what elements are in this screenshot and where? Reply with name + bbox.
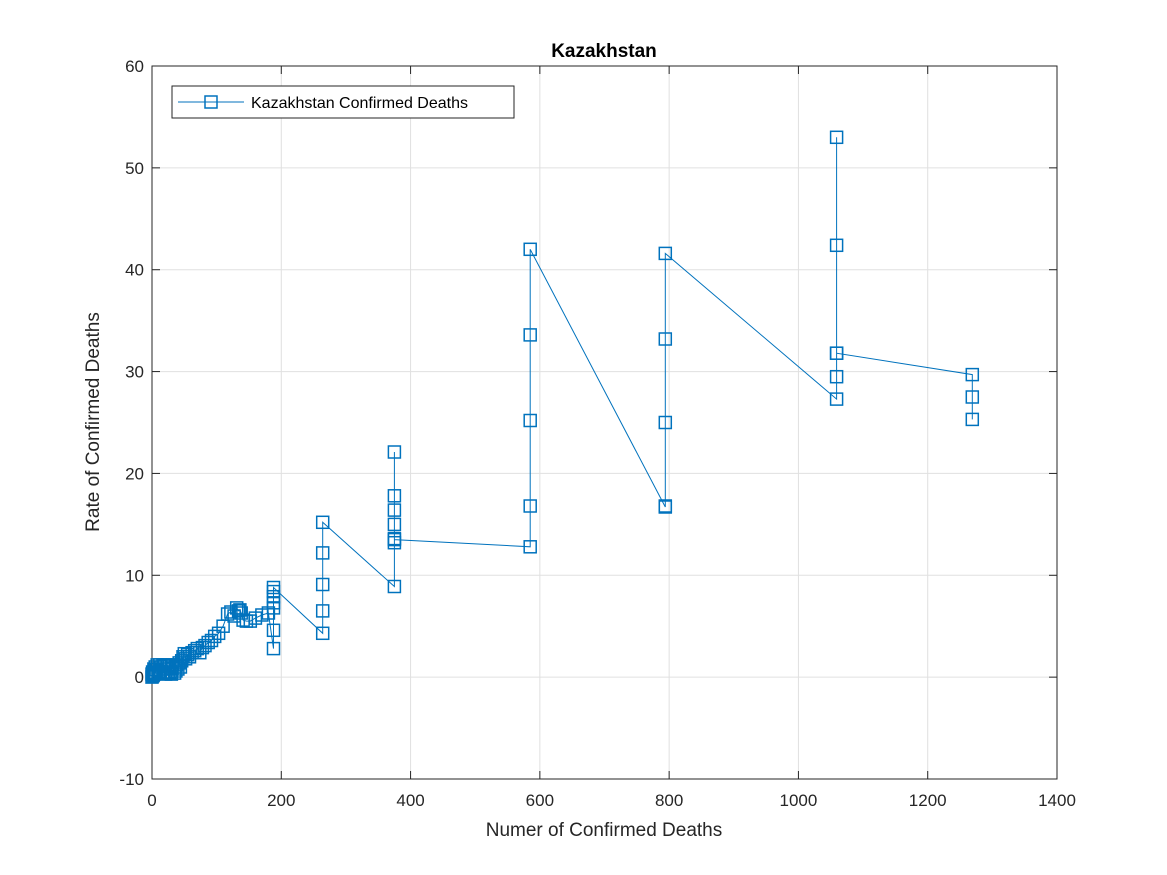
- data-point-marker: [523, 242, 537, 257]
- data-point-marker: [523, 540, 537, 554]
- data-point-marker: [387, 489, 402, 503]
- data-point-marker: [965, 412, 980, 427]
- x-tick-label: 1200: [909, 791, 947, 810]
- data-point-marker: [387, 445, 402, 459]
- axis-ticks: 0 200 400 600 800 1000 1200 1400-10010203040506…: [119, 57, 1075, 810]
- data-point-marker: [829, 130, 844, 145]
- data-point-marker: [266, 580, 281, 595]
- data-point-marker: [185, 645, 199, 660]
- data-series: [145, 130, 980, 684]
- data-point-marker: [315, 515, 330, 530]
- data-point-marker: [266, 641, 281, 656]
- data-point-marker: [387, 579, 402, 594]
- data-point-marker: [829, 346, 844, 360]
- data-point-marker: [315, 577, 330, 592]
- plot-area: [151, 65, 1058, 780]
- data-point-marker: [658, 415, 673, 430]
- data-point-marker: [261, 606, 276, 620]
- data-point-marker: [658, 246, 673, 261]
- data-point-marker: [315, 546, 330, 560]
- data-point-marker: [523, 328, 537, 342]
- x-tick-label: 0: [147, 791, 156, 810]
- chart-title: Kazakhstan: [551, 41, 657, 62]
- legend-marker: [204, 95, 218, 109]
- data-point-marker: [315, 604, 330, 618]
- data-point-marker: [965, 390, 980, 404]
- x-tick-label: 600: [526, 791, 554, 810]
- y-tick-label: 20: [125, 464, 144, 483]
- data-point-marker: [387, 532, 402, 547]
- data-point-marker: [523, 413, 537, 428]
- y-tick-label: 50: [125, 159, 144, 178]
- data-point-marker: [177, 646, 192, 661]
- data-point-marker: [204, 633, 219, 648]
- data-point-marker: [207, 629, 222, 644]
- data-point-marker: [523, 499, 537, 513]
- data-point-marker: [387, 503, 402, 517]
- y-tick-label: -10: [119, 770, 144, 789]
- x-tick-label: 400: [396, 791, 424, 810]
- data-point-marker: [234, 606, 248, 620]
- data-point-marker: [231, 604, 246, 618]
- y-tick-label: 40: [125, 261, 144, 280]
- data-point-marker: [193, 645, 207, 660]
- y-tick-label: 0: [135, 668, 144, 687]
- data-point-marker: [211, 626, 226, 641]
- data-point-marker: [829, 238, 844, 253]
- data-point-marker: [387, 517, 402, 532]
- x-tick-label: 1000: [780, 791, 818, 810]
- x-tick-label: 200: [267, 791, 295, 810]
- legend-entry-label: Kazakhstan Confirmed Deaths: [251, 95, 468, 112]
- data-point-marker: [829, 392, 844, 406]
- data-point-marker: [315, 626, 330, 641]
- y-axis-label: Rate of Confirmed Deaths: [83, 312, 104, 532]
- data-point-marker: [658, 332, 673, 346]
- x-axis-label: Numer of Confirmed Deaths: [486, 820, 723, 841]
- data-point-marker: [965, 367, 980, 382]
- data-point-marker: [658, 499, 673, 513]
- data-point-marker: [266, 623, 281, 638]
- x-tick-label: 800: [655, 791, 683, 810]
- y-tick-label: 60: [125, 57, 144, 76]
- x-tick-label: 1400: [1038, 791, 1076, 810]
- data-point-marker: [187, 643, 202, 658]
- grid: [152, 66, 1057, 779]
- data-point-marker: [829, 369, 844, 384]
- y-tick-label: 10: [125, 566, 144, 585]
- legend: Kazakhstan Confirmed Deaths: [171, 85, 515, 119]
- y-tick-label: 30: [125, 363, 144, 382]
